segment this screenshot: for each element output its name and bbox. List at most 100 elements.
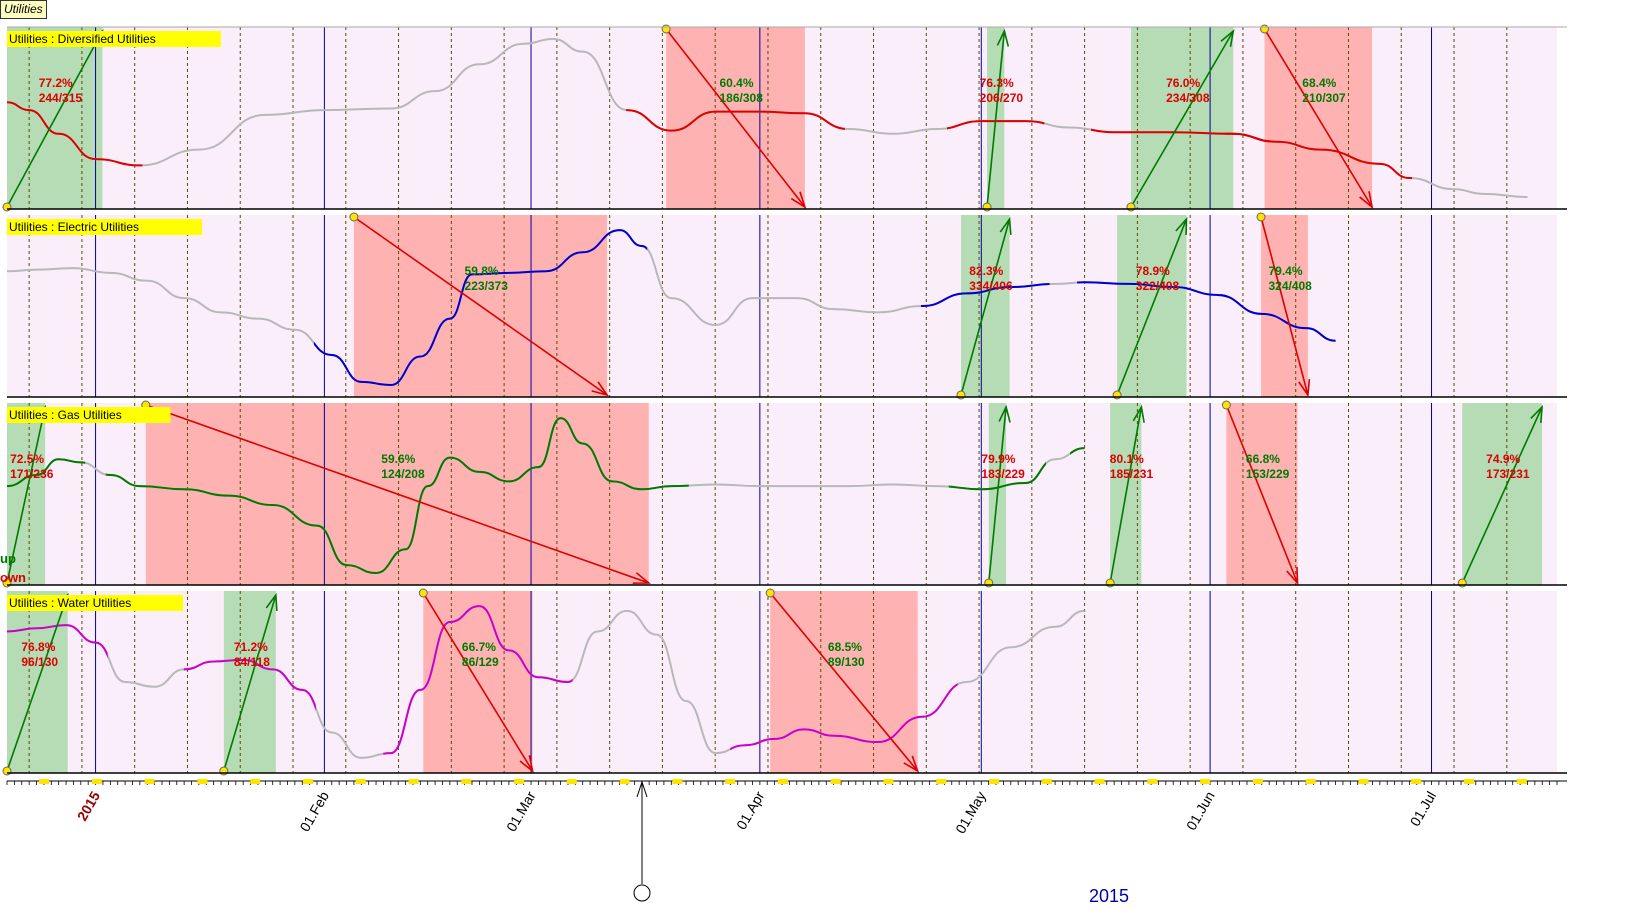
window-title[interactable]: Utilities: [0, 0, 47, 19]
zone-ratio-label: 210/307: [1302, 91, 1346, 105]
zone-percent-label: 76.0%: [1166, 76, 1200, 90]
week-marker: [514, 779, 525, 784]
trend-arrow-up: [1130, 30, 1234, 208]
week-marker: [250, 779, 261, 784]
panel-name: Utilities : Electric Utilities: [9, 220, 139, 234]
panel-name-bg: [7, 219, 202, 235]
panel-name: Utilities : Gas Utilities: [9, 408, 122, 422]
zone-ratio-label: 171/236: [10, 467, 54, 481]
trend-start-marker: [1260, 24, 1270, 34]
zone-percent-label: 76.8%: [21, 640, 55, 654]
zone-percent-label: 74.9%: [1486, 452, 1520, 466]
week-marker: [830, 779, 841, 784]
week-marker: [1041, 779, 1052, 784]
trend-arrow-up: [1116, 218, 1188, 396]
trend-arrow-up: [987, 406, 1007, 584]
zone-percent-label: 82.3%: [969, 264, 1003, 278]
trend-arrow-up: [986, 30, 1006, 208]
zone-percent-label: 76.3%: [980, 76, 1014, 90]
week-marker: [1252, 779, 1263, 784]
trend-start-marker: [1221, 400, 1231, 410]
week-marker: [1411, 779, 1422, 784]
week-marker: [1147, 779, 1158, 784]
legend-up: up: [0, 551, 16, 566]
zone-ratio-label: 206/270: [980, 91, 1024, 105]
week-marker: [672, 779, 683, 784]
trend-start-marker: [1105, 578, 1115, 588]
trend-arrow-head: [1530, 404, 1544, 424]
trend-arrow-head: [519, 755, 534, 773]
zone-percent-label: 66.7%: [462, 640, 496, 654]
week-marker: [461, 779, 472, 784]
panel-2: 72.5%171/236 59.6%124/208 79.9%183/229 80.1…: [2, 400, 1567, 588]
zone-percent-label: 60.4%: [720, 76, 754, 90]
trend-start-marker: [1126, 202, 1136, 212]
x-tick-label: 01.Apr: [733, 788, 768, 832]
seasonal-curve-highlight: [313, 229, 648, 387]
zone-ratio-label: 89/130: [828, 655, 865, 669]
week-marker: [566, 779, 577, 784]
zone-ratio-label: 185/231: [1110, 467, 1154, 481]
zone-percent-label: 79.4%: [1268, 264, 1302, 278]
trend-arrow-up: [960, 218, 1011, 396]
zone-ratio-label: 84/118: [234, 655, 270, 669]
trend-arrow-head: [903, 755, 920, 773]
trend-start-marker: [984, 578, 994, 588]
legend-down: own: [0, 570, 26, 585]
zone-percent-label: 77.2%: [39, 76, 73, 90]
x-tick-label: 01.Jun: [1183, 789, 1218, 833]
week-marker: [777, 779, 788, 784]
seasonal-curve-highlight: [626, 108, 845, 132]
panel-name: Utilities : Water Utilities: [9, 596, 131, 610]
today-cursor-head: [636, 780, 648, 798]
trend-arrow-up: [1461, 406, 1543, 584]
trend-arrow-head: [998, 404, 1011, 423]
week-marker: [936, 779, 947, 784]
zone-ratio-label: 234/308: [1166, 91, 1210, 105]
zone-ratio-label: 153/229: [1246, 467, 1290, 481]
trend-arrow-head: [999, 216, 1012, 236]
trend-arrow-head: [1132, 404, 1145, 423]
week-marker: [883, 779, 894, 784]
zone-ratio-label: 124/208: [381, 467, 425, 481]
week-marker: [1358, 779, 1369, 784]
trend-arrow-down: [353, 216, 608, 396]
trend-start-marker: [2, 202, 12, 212]
zone-percent-label: 59.6%: [381, 452, 415, 466]
zone-percent-label: 79.9%: [981, 452, 1015, 466]
trend-arrow-down: [1260, 216, 1309, 396]
week-marker: [144, 779, 155, 784]
today-cursor-handle: [633, 884, 651, 902]
trend-start-marker: [661, 24, 671, 34]
zone-ratio-label: 324/408: [1268, 279, 1312, 293]
panel-1: 59.8%223/373 82.3%334/406 78.9%322/408 79.4…: [6, 212, 1567, 400]
trend-arrow-up: [6, 594, 69, 772]
week-marker: [197, 779, 208, 784]
zone-percent-label: 71.2%: [234, 640, 268, 654]
trend-arrow-head: [1359, 191, 1374, 209]
trend-arrow-head: [790, 191, 807, 209]
trend-arrow-head: [996, 28, 1010, 47]
zone-ratio-label: 96/130: [21, 655, 58, 669]
trend-arrow-head: [632, 572, 651, 584]
zone-percent-label: 78.9%: [1136, 264, 1170, 278]
x-axis: 2015 01.Feb 01.Mar 01.Apr 01.May 01.Jun 01.Jul…: [6, 779, 1567, 906]
zone-ratio-label: 322/408: [1136, 279, 1180, 293]
week-marker: [989, 779, 1000, 784]
zone-ratio-label: 86/129: [462, 655, 499, 669]
trend-start-marker: [2, 766, 12, 776]
trend-start-marker: [765, 588, 775, 598]
panel-name: Utilities : Diversified Utilities: [9, 32, 156, 46]
zone-ratio-label: 244/315: [39, 91, 83, 105]
trend-start-marker: [219, 766, 229, 776]
trend-start-marker: [1112, 390, 1122, 400]
trend-arrow-up: [6, 406, 46, 584]
trend-arrow-up: [6, 30, 104, 208]
year-label: 2015: [1089, 886, 1129, 906]
trend-arrow-head: [1175, 216, 1188, 236]
trend-arrow-down: [665, 28, 806, 208]
week-marker: [1305, 779, 1316, 784]
trend-arrow-head: [591, 381, 610, 397]
week-marker: [619, 779, 630, 784]
week-marker: [1094, 779, 1105, 784]
